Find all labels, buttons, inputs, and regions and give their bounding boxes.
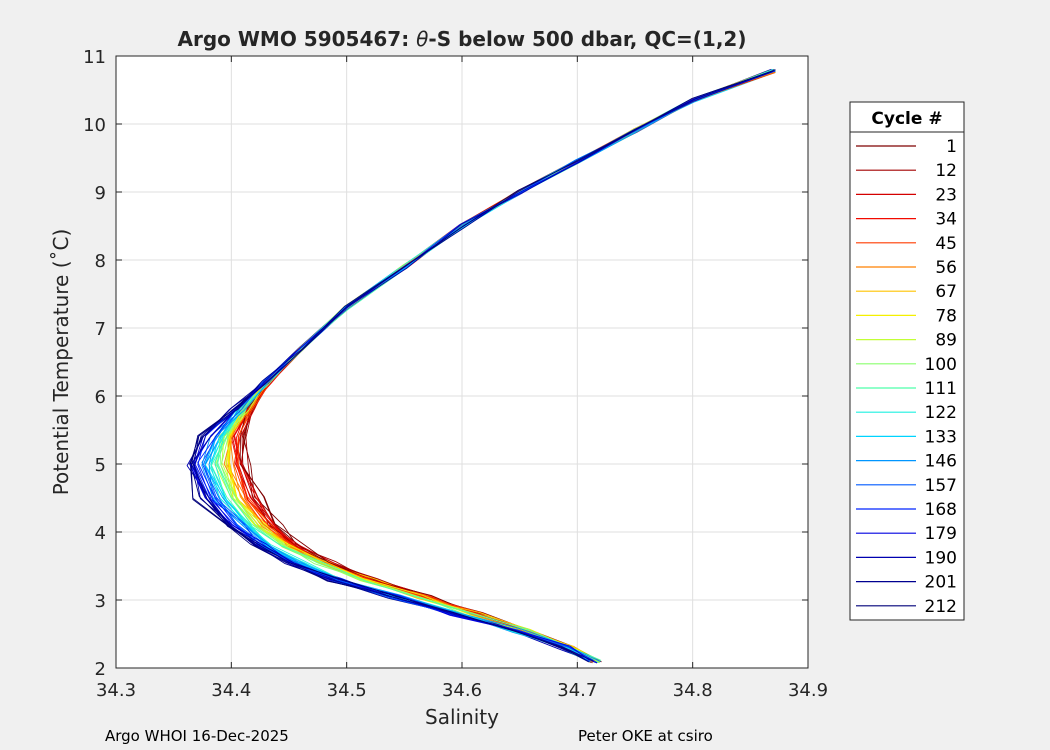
legend-entry-label: 78 bbox=[935, 306, 957, 326]
profile-lines bbox=[186, 68, 776, 664]
profile-line-cycle-212 bbox=[190, 70, 774, 663]
grid bbox=[116, 56, 808, 668]
y-tick-label: 10 bbox=[83, 115, 106, 136]
legend-entry-label: 12 bbox=[935, 161, 957, 181]
y-tick-label: 8 bbox=[95, 251, 106, 272]
legend-title: Cycle # bbox=[871, 109, 942, 129]
legend-entry-label: 89 bbox=[935, 331, 957, 351]
profile-line-cycle-201 bbox=[193, 69, 776, 662]
x-tick-label: 34.7 bbox=[557, 680, 597, 701]
legend-entry-label: 1 bbox=[946, 137, 957, 157]
x-tick-label: 34.3 bbox=[96, 680, 136, 701]
legend-entry-label: 67 bbox=[935, 282, 957, 302]
y-tick-label: 5 bbox=[95, 455, 106, 476]
x-axis-label: Salinity bbox=[425, 705, 499, 729]
legend-entry-label: 146 bbox=[925, 452, 957, 472]
legend-entries: 1 12 23 34 45 56 67 78 89 100 111 122 133 146 157 168 17… bbox=[856, 137, 957, 617]
x-tick-label: 34.8 bbox=[673, 680, 713, 701]
y-tick-label: 2 bbox=[95, 659, 106, 680]
x-axis-ticks: 34.3 34.4 34.5 34.6 34.7 34.8 34.9 bbox=[96, 56, 828, 701]
profile-line-cycle-179 bbox=[189, 70, 774, 661]
x-tick-label: 34.5 bbox=[327, 680, 367, 701]
y-tick-label: 3 bbox=[95, 591, 106, 612]
y-axis-label: Potential Temperature (˚C) bbox=[49, 229, 73, 496]
footer-right: Peter OKE at csiro bbox=[578, 727, 713, 745]
y-tick-label: 4 bbox=[95, 523, 106, 544]
legend-entry-label: 122 bbox=[925, 403, 957, 423]
legend-entry-label: 212 bbox=[925, 597, 957, 617]
legend-entry-label: 157 bbox=[925, 476, 957, 496]
y-tick-label: 9 bbox=[95, 183, 106, 204]
legend-entry-label: 201 bbox=[925, 573, 957, 593]
legend-entry-label: 168 bbox=[925, 500, 957, 520]
legend-entry-label: 190 bbox=[925, 548, 957, 568]
chart-title: Argo WMO 5905467: θ-S below 500 dbar, QC… bbox=[178, 27, 747, 51]
legend-entry-label: 100 bbox=[925, 355, 957, 375]
y-tick-label: 7 bbox=[95, 319, 106, 340]
legend-entry-label: 34 bbox=[935, 210, 957, 230]
legend-entry-label: 133 bbox=[925, 427, 957, 447]
x-tick-label: 34.9 bbox=[788, 680, 828, 701]
y-tick-label: 6 bbox=[95, 387, 106, 408]
legend-entry-label: 23 bbox=[935, 185, 957, 205]
x-tick-label: 34.6 bbox=[442, 680, 482, 701]
legend: Cycle # 1 12 23 34 45 56 67 78 89 100 111 122 133 146… bbox=[849, 101, 965, 621]
legend-entry-label: 111 bbox=[925, 379, 957, 399]
footer-left: Argo WHOI 16-Dec-2025 bbox=[105, 727, 289, 745]
y-tick-label: 11 bbox=[83, 47, 106, 68]
legend-entry-label: 179 bbox=[925, 524, 957, 544]
legend-entry-label: 45 bbox=[935, 234, 957, 254]
legend-entry-label: 56 bbox=[935, 258, 957, 278]
x-tick-label: 34.4 bbox=[211, 680, 251, 701]
y-axis-ticks: 2 3 4 5 6 7 8 9 10 11 bbox=[83, 47, 808, 680]
